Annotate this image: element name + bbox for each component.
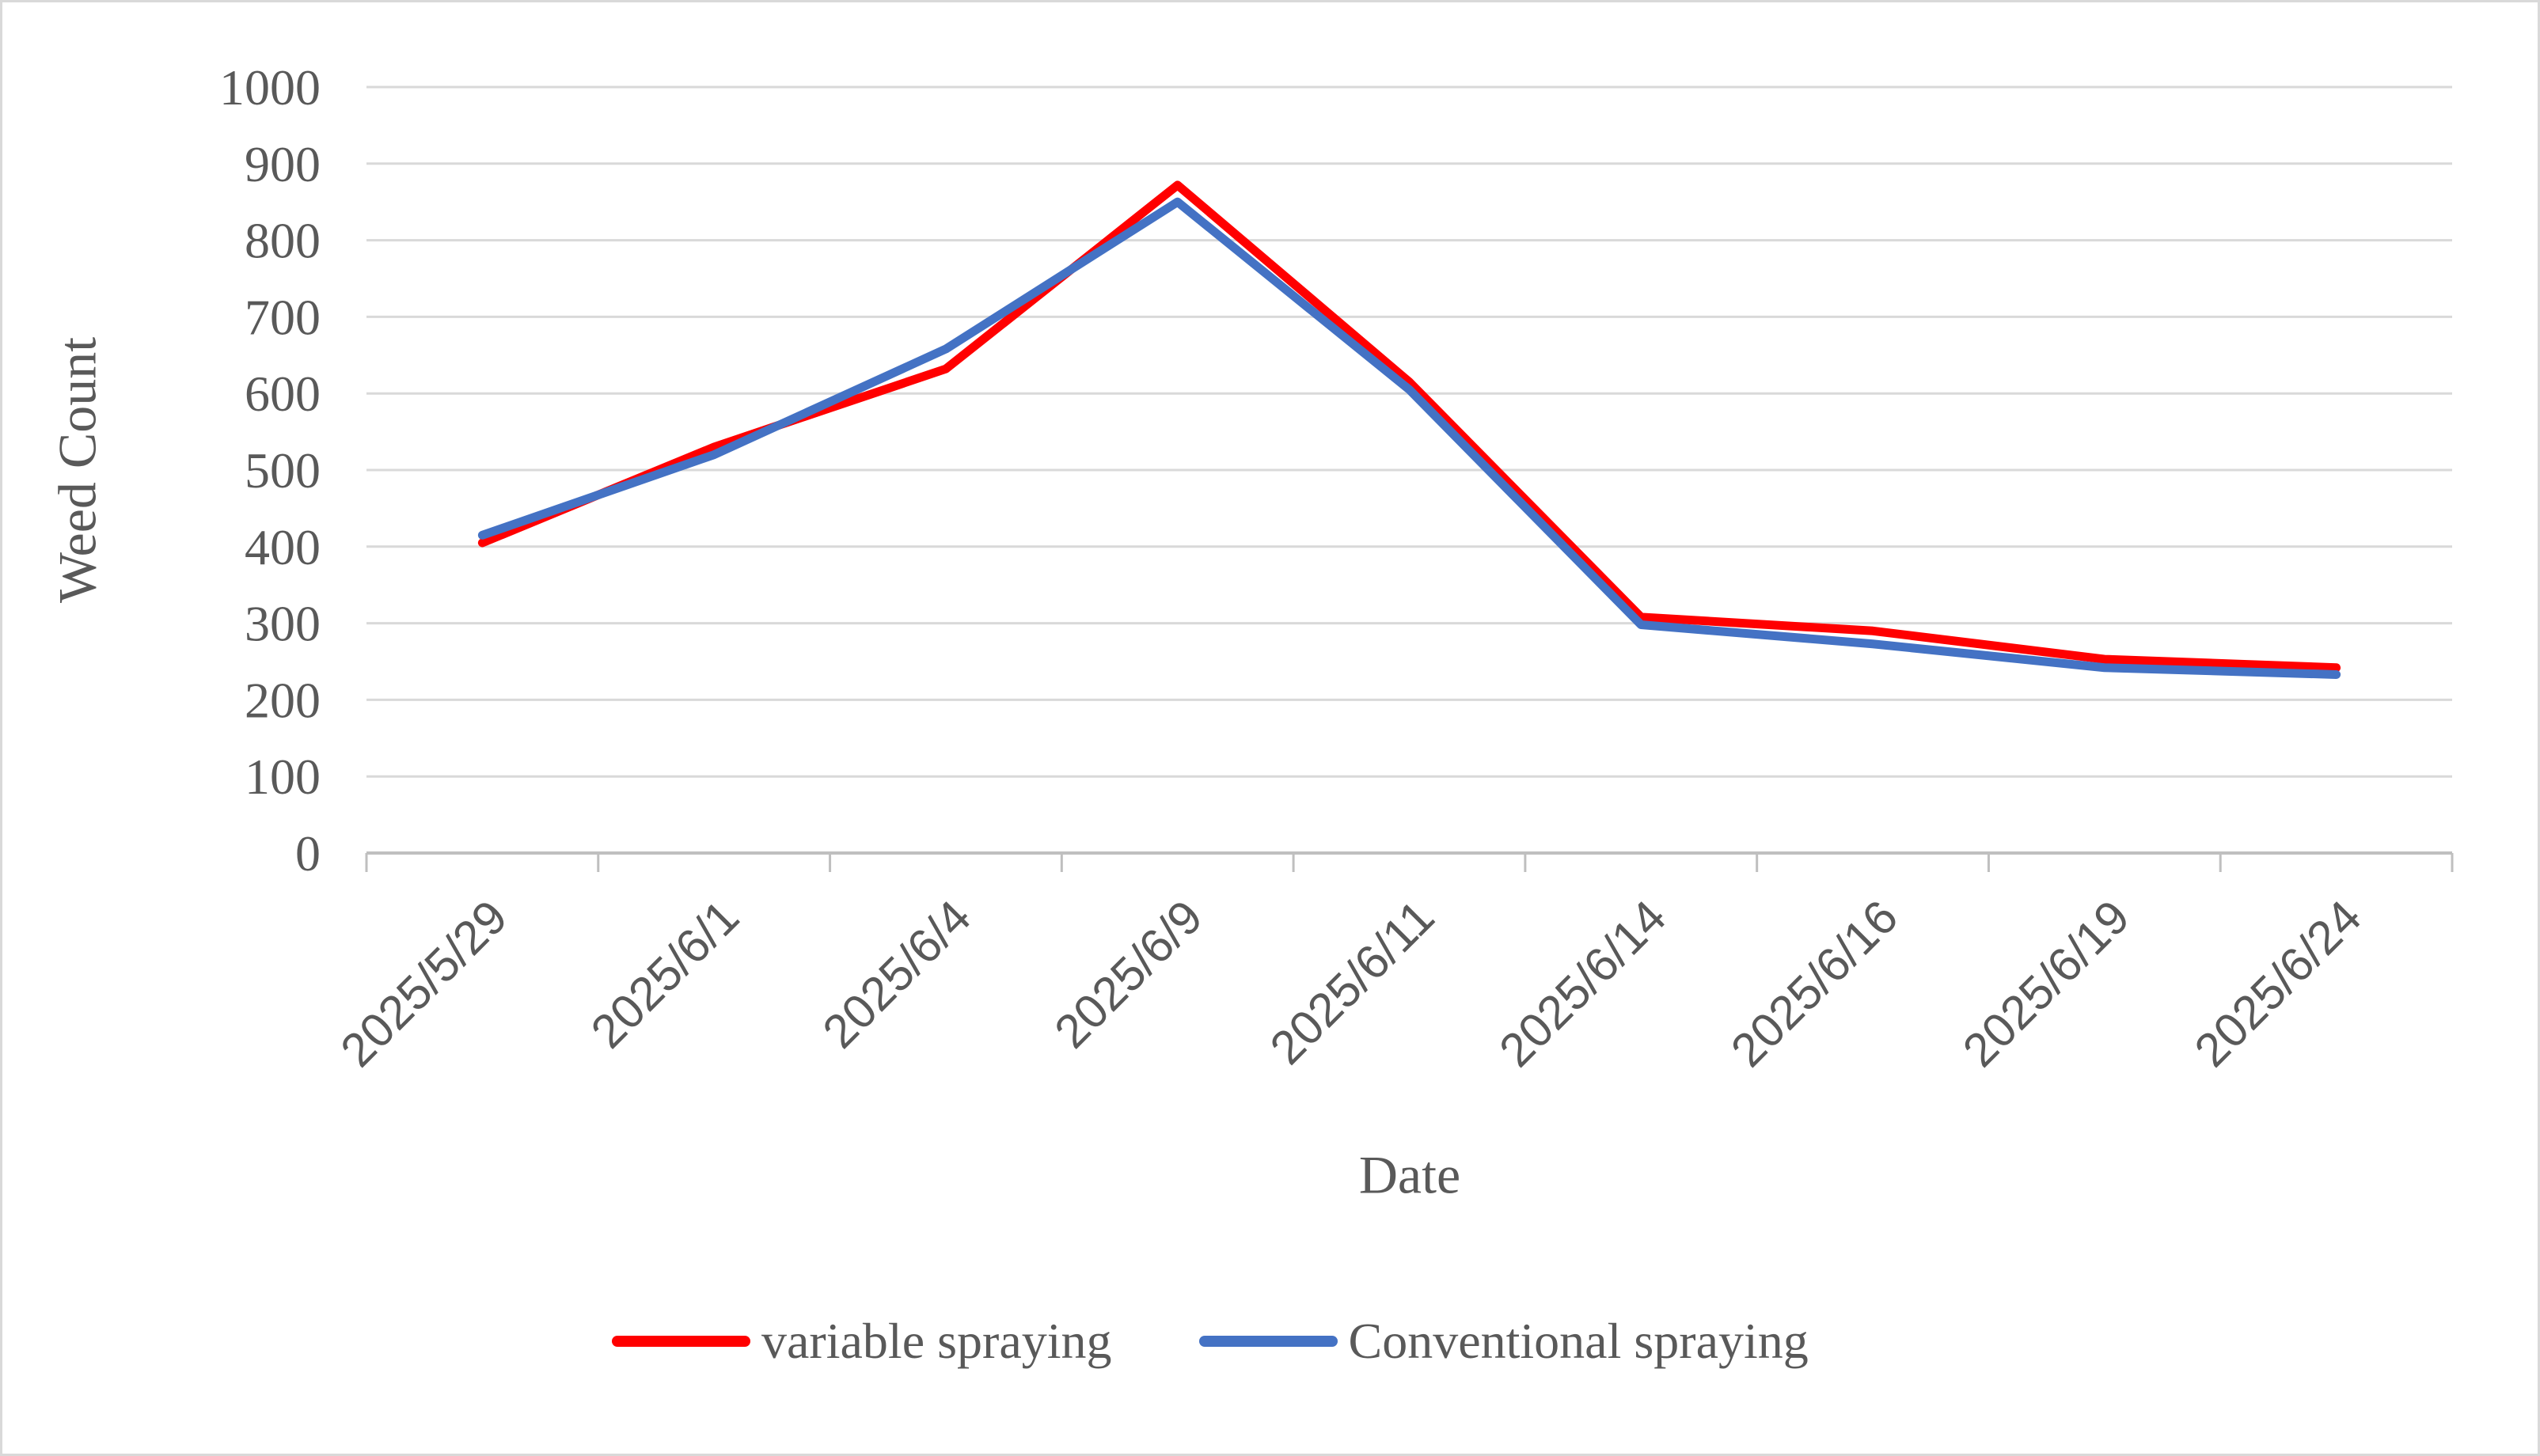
y-axis-tick-label: 800 <box>245 213 321 269</box>
y-axis-tick-label: 1000 <box>219 59 321 116</box>
x-axis-tick-label: 2025/6/9 <box>1044 890 1213 1059</box>
x-axis-tick-label: 2025/6/24 <box>2185 890 2371 1077</box>
y-axis-tick-label: 900 <box>245 136 321 192</box>
x-axis-title: Date <box>1358 1144 1461 1205</box>
x-axis-tick-label: 2025/6/14 <box>1489 890 1676 1077</box>
y-axis-tick-label: 700 <box>245 289 321 345</box>
x-axis-tick-label: 2025/6/4 <box>813 890 981 1059</box>
series-line-conventional-spraying <box>477 197 2341 679</box>
y-axis-tick-label: 200 <box>245 672 321 728</box>
y-axis-tick-label: 500 <box>245 442 321 499</box>
x-axis-tick-label: 2025/6/16 <box>1721 890 1908 1077</box>
legend-item-conventional-spraying: Conventional spraying <box>1198 1312 1809 1371</box>
x-axis-tick-label: 2025/6/11 <box>1260 890 1445 1075</box>
y-axis-tick-label: 400 <box>245 519 321 575</box>
legend-swatch-variable-spraying-icon <box>612 1336 750 1347</box>
y-axis-tick-label: 100 <box>245 749 321 805</box>
legend: variable spraying Conventional spraying <box>612 1312 1809 1371</box>
y-axis-title: Weed Count <box>47 336 108 604</box>
x-axis-tick-labels: 2025/5/29 2025/6/1 2025/6/4 2025/6/9 2025/6/… <box>330 890 2371 1077</box>
series-line-variable-spraying <box>477 180 2341 673</box>
x-axis-tick-label: 2025/6/19 <box>1953 890 2139 1077</box>
y-axis-tick-label: 600 <box>245 366 321 422</box>
x-axis-tick-label: 2025/6/1 <box>581 890 750 1059</box>
legend-label-variable-spraying: variable spraying <box>761 1313 1112 1369</box>
legend-swatch-conventional-spraying-icon <box>1198 1336 1338 1347</box>
x-axis <box>365 851 2454 872</box>
legend-item-variable-spraying: variable spraying <box>612 1312 1112 1371</box>
y-axis-tick-label: 300 <box>245 596 321 652</box>
x-axis-tick-label: 2025/5/29 <box>330 890 517 1077</box>
y-axis-tick-labels: 0 100 200 300 400 500 600 700 800 900 1000 <box>219 59 321 882</box>
legend-label-conventional-spraying: Conventional spraying <box>1348 1313 1809 1369</box>
y-axis-tick-label: 0 <box>295 825 321 882</box>
